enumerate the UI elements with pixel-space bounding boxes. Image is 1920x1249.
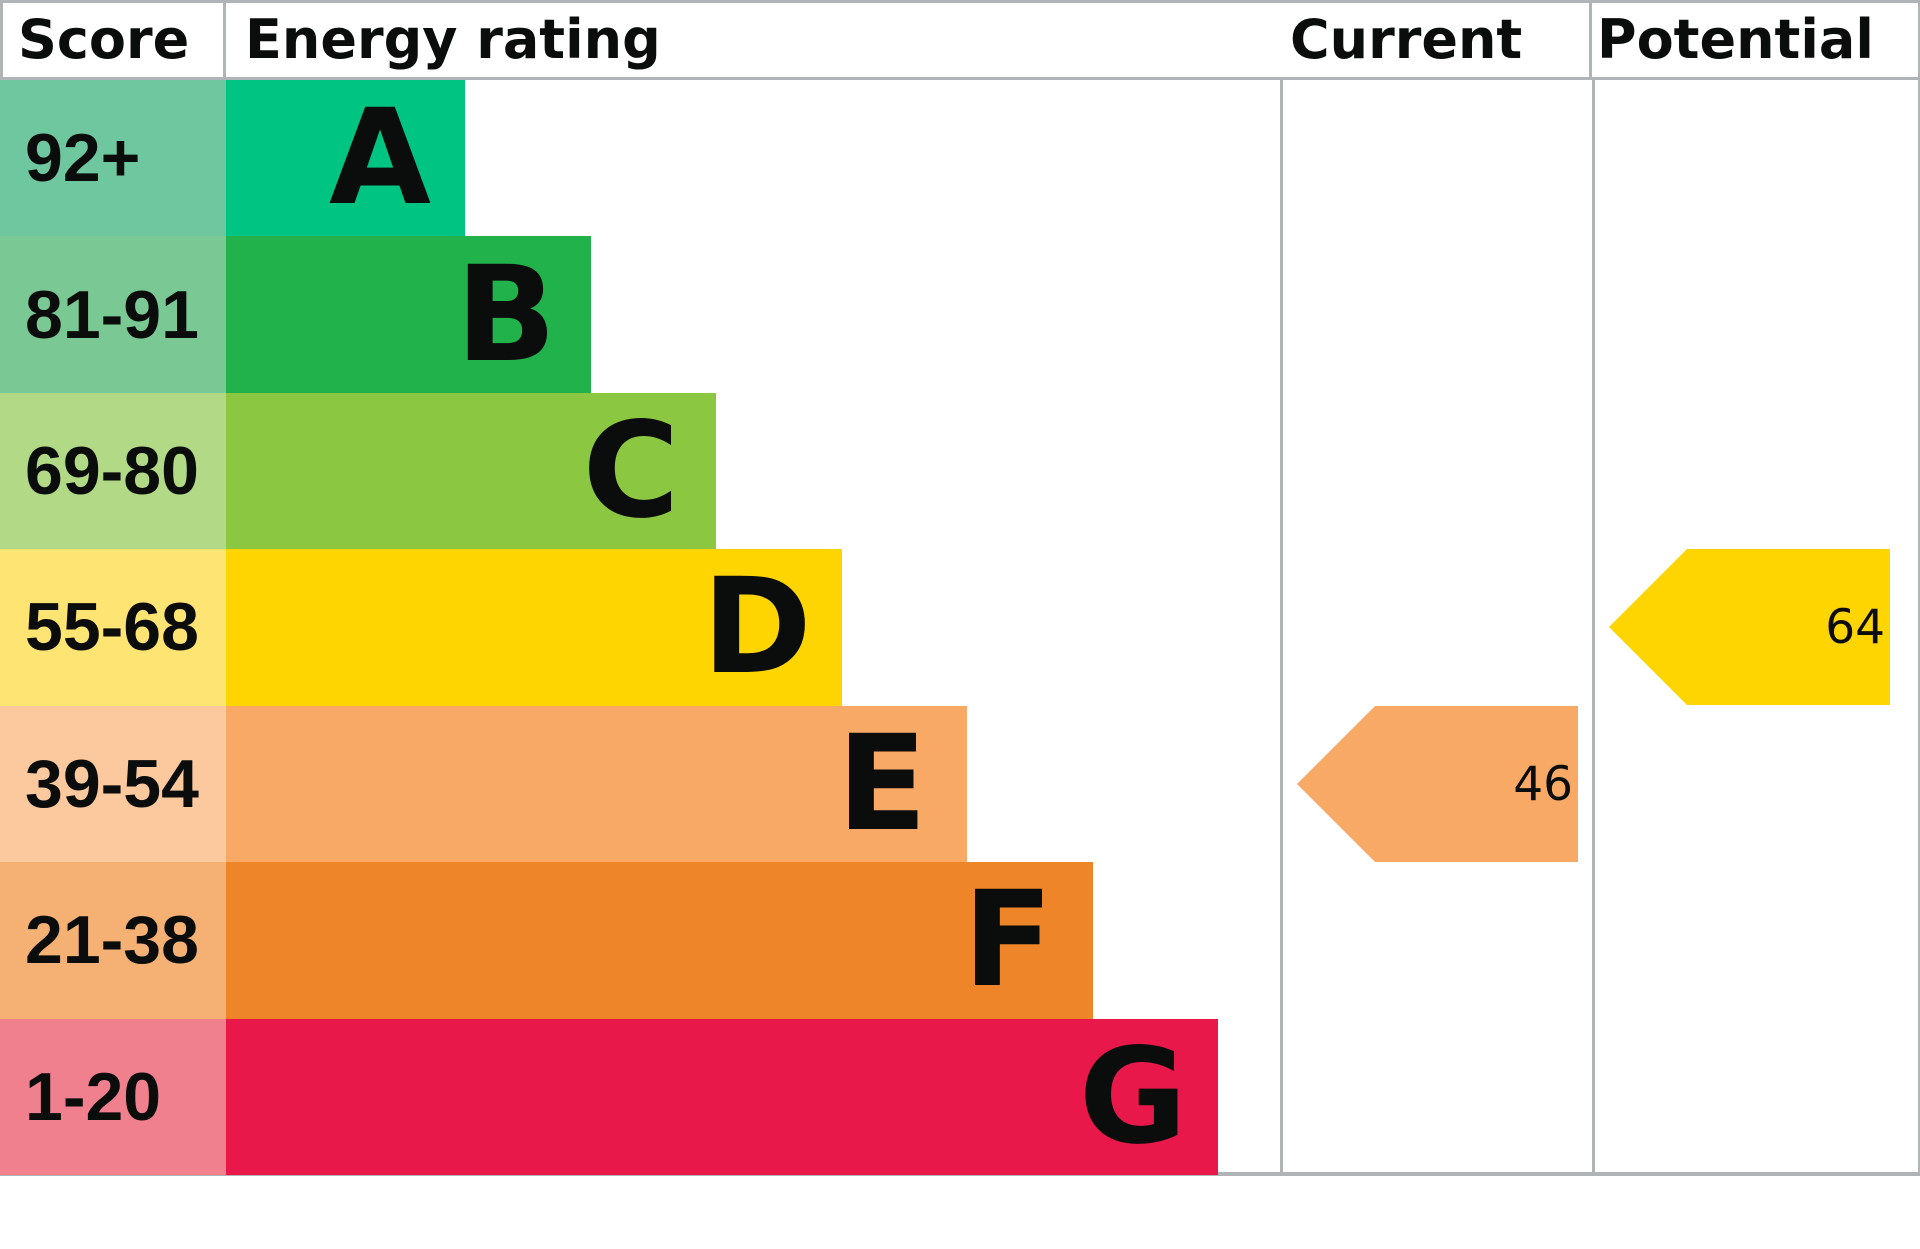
band-bar: G xyxy=(226,1018,1218,1175)
band-row: 92+ A xyxy=(0,80,1280,237)
potential-rating-arrow: 64 xyxy=(1609,549,1890,705)
band-row: 81-91 B xyxy=(0,236,1280,393)
chart-table: Score Energy rating Current Potential 92… xyxy=(0,0,1920,1176)
score-header: Score xyxy=(0,3,226,80)
current-rating-value: 46 xyxy=(1513,756,1573,812)
potential-header: Potential xyxy=(1592,3,1918,80)
band-bar: B xyxy=(226,236,591,393)
band-letter: F xyxy=(962,863,1054,1018)
band-letter: G xyxy=(1078,1019,1188,1174)
band-bar: C xyxy=(226,392,716,550)
band-letter: C xyxy=(582,394,680,549)
band-bar: E xyxy=(226,705,967,863)
band-letter: A xyxy=(328,81,432,236)
bands-area: 92+ A 81-91 B 69-80 C 55-68 D 39-54 E 21… xyxy=(0,80,1280,1175)
band-score-range: 69-80 xyxy=(0,392,226,550)
band-score-range: 21-38 xyxy=(0,862,226,1019)
band-row: 55-68 D xyxy=(0,549,1280,706)
band-score-range: 81-91 xyxy=(0,236,226,393)
current-column: 46 xyxy=(1280,80,1592,1175)
band-score-range: 1-20 xyxy=(0,1018,226,1175)
band-bar: F xyxy=(226,862,1093,1019)
header-row: Score Energy rating Current Potential xyxy=(0,3,1918,80)
current-header: Current xyxy=(1280,3,1592,80)
band-letter: D xyxy=(702,550,812,705)
band-letter: B xyxy=(455,237,557,392)
chart-body: 92+ A 81-91 B 69-80 C 55-68 D 39-54 E 21… xyxy=(0,80,1918,1175)
band-row: 1-20 G xyxy=(0,1018,1280,1175)
band-letter: E xyxy=(836,706,928,861)
band-bar: A xyxy=(226,80,465,237)
band-score-range: 39-54 xyxy=(0,705,226,863)
band-bar: D xyxy=(226,549,842,706)
band-row: 21-38 F xyxy=(0,862,1280,1019)
band-row: 39-54 E xyxy=(0,705,1280,863)
band-score-range: 55-68 xyxy=(0,549,226,706)
band-row: 69-80 C xyxy=(0,392,1280,550)
potential-rating-value: 64 xyxy=(1825,599,1885,655)
current-rating-arrow: 46 xyxy=(1297,706,1578,862)
potential-column: 64 xyxy=(1592,80,1918,1175)
band-score-range: 92+ xyxy=(0,80,226,237)
energy-rating-header: Energy rating xyxy=(226,3,1280,80)
